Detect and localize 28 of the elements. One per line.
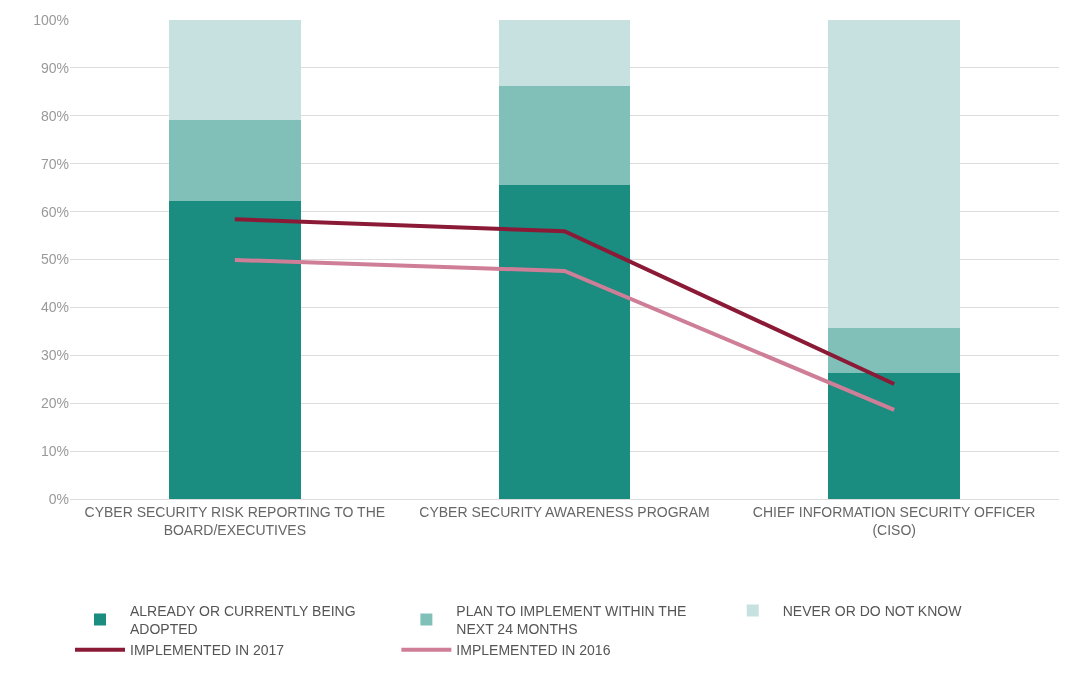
- y-tick-label: 50%: [40, 251, 69, 268]
- y-tick-label: 60%: [40, 203, 69, 220]
- x-tick-label: CHIEF INFORMATION SECURITY OFFICER (CISO): [752, 503, 1036, 538]
- y-tick-label: 80%: [40, 107, 69, 124]
- bar: [828, 20, 961, 329]
- legend-label: IMPLEMENTED IN 2017: [130, 642, 285, 659]
- y-tick-label: 70%: [40, 155, 69, 172]
- y-tick-label: 20%: [40, 395, 69, 412]
- bar: [168, 20, 301, 121]
- legend-label: IMPLEMENTED IN 2016: [456, 642, 611, 659]
- y-tick-label: 40%: [40, 299, 69, 316]
- legend-label: PLAN TO IMPLEMENT WITHIN THE NEXT 24 MONTHS: [456, 602, 687, 638]
- bar: [498, 85, 631, 185]
- legend-label: NEVER OR DO NOT KNOW: [782, 602, 963, 619]
- bar: [168, 120, 301, 201]
- y-tick-label: 100%: [33, 11, 69, 28]
- y-tick-label: 0%: [48, 490, 69, 507]
- bar: [498, 184, 631, 499]
- legend-label: ALREADY OR CURRENTLY BEING ADOPTED: [130, 602, 356, 638]
- bar: [828, 328, 961, 374]
- y-tick-label: 10%: [40, 443, 69, 459]
- y-tick-label: 90%: [40, 59, 69, 76]
- bar: [828, 373, 961, 499]
- y-tick-label: 30%: [40, 347, 69, 364]
- bar: [498, 20, 631, 86]
- x-tick-label: CYBER SECURITY AWARENESS PROGRAM: [419, 503, 710, 520]
- bar: [168, 200, 301, 499]
- x-tick-label: CYBER SECURITY RISK REPORTING TO THE BOARD/EXECUTIVES: [84, 503, 386, 538]
